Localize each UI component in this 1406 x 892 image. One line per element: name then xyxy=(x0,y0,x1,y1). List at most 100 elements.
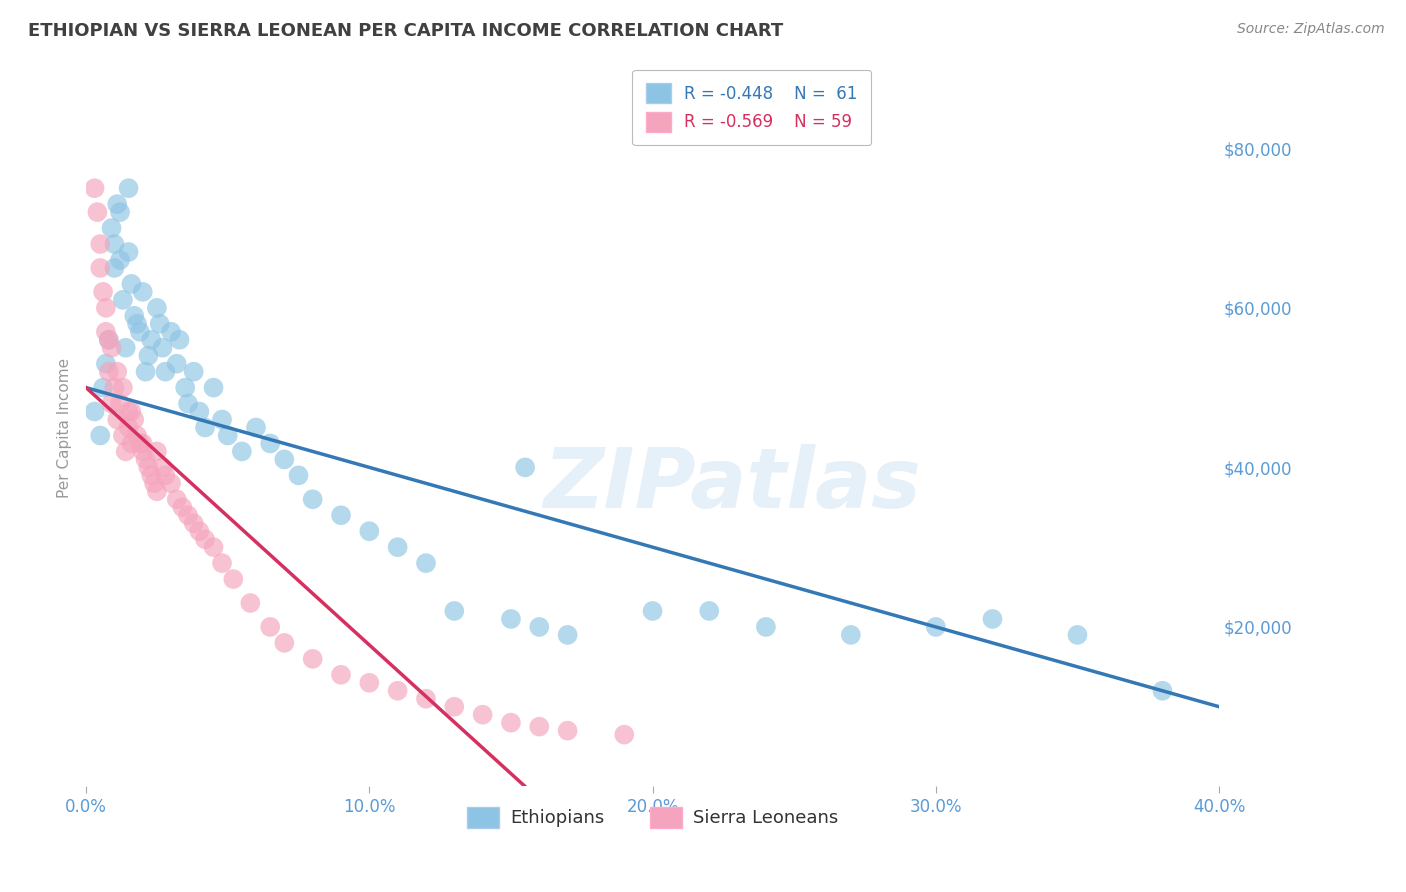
Point xyxy=(160,325,183,339)
Point xyxy=(443,699,465,714)
Point xyxy=(359,524,381,539)
Point xyxy=(111,381,134,395)
Point xyxy=(128,436,150,450)
Point xyxy=(387,683,409,698)
Point xyxy=(97,333,120,347)
Point xyxy=(128,325,150,339)
Point xyxy=(138,460,160,475)
Point xyxy=(217,428,239,442)
Point xyxy=(146,444,169,458)
Point xyxy=(108,396,131,410)
Point xyxy=(513,460,536,475)
Point xyxy=(211,556,233,570)
Point xyxy=(330,508,353,523)
Point xyxy=(174,381,197,395)
Point xyxy=(132,285,155,299)
Point xyxy=(91,381,114,395)
Point xyxy=(125,428,148,442)
Point xyxy=(94,325,117,339)
Point xyxy=(359,675,381,690)
Point xyxy=(1066,628,1088,642)
Point xyxy=(557,723,579,738)
Point xyxy=(94,301,117,315)
Point xyxy=(202,381,225,395)
Point xyxy=(273,452,295,467)
Point xyxy=(443,604,465,618)
Point xyxy=(273,636,295,650)
Point xyxy=(613,728,636,742)
Point xyxy=(125,317,148,331)
Point xyxy=(97,365,120,379)
Point xyxy=(120,404,142,418)
Point xyxy=(89,260,111,275)
Point xyxy=(231,444,253,458)
Point xyxy=(83,181,105,195)
Point xyxy=(103,260,125,275)
Point xyxy=(415,691,437,706)
Point xyxy=(529,620,551,634)
Point xyxy=(499,715,522,730)
Point xyxy=(105,197,128,211)
Point xyxy=(103,381,125,395)
Point xyxy=(188,404,211,418)
Point xyxy=(166,492,188,507)
Point xyxy=(122,309,145,323)
Point xyxy=(117,181,139,195)
Point xyxy=(697,604,720,618)
Point xyxy=(100,341,122,355)
Point xyxy=(330,667,353,681)
Point xyxy=(132,436,155,450)
Point xyxy=(94,357,117,371)
Point xyxy=(103,237,125,252)
Point xyxy=(415,556,437,570)
Point xyxy=(100,396,122,410)
Point xyxy=(117,404,139,418)
Point xyxy=(169,333,191,347)
Point xyxy=(143,476,166,491)
Point xyxy=(89,237,111,252)
Point xyxy=(557,628,579,642)
Point xyxy=(287,468,309,483)
Point xyxy=(194,420,217,434)
Text: ETHIOPIAN VS SIERRA LEONEAN PER CAPITA INCOME CORRELATION CHART: ETHIOPIAN VS SIERRA LEONEAN PER CAPITA I… xyxy=(28,22,783,40)
Point xyxy=(152,341,174,355)
Point xyxy=(111,428,134,442)
Point xyxy=(177,396,200,410)
Text: Source: ZipAtlas.com: Source: ZipAtlas.com xyxy=(1237,22,1385,37)
Point xyxy=(259,620,281,634)
Point xyxy=(108,205,131,219)
Point xyxy=(122,412,145,426)
Point xyxy=(117,420,139,434)
Point xyxy=(155,468,177,483)
Point xyxy=(120,277,142,291)
Point xyxy=(194,532,217,546)
Point xyxy=(172,500,194,515)
Point xyxy=(387,540,409,554)
Point xyxy=(641,604,664,618)
Point xyxy=(160,476,183,491)
Point xyxy=(755,620,778,634)
Point xyxy=(222,572,245,586)
Point xyxy=(89,428,111,442)
Point xyxy=(925,620,948,634)
Point xyxy=(146,301,169,315)
Point xyxy=(499,612,522,626)
Point xyxy=(155,365,177,379)
Point xyxy=(114,444,136,458)
Point xyxy=(245,420,267,434)
Point xyxy=(471,707,494,722)
Point xyxy=(105,365,128,379)
Point xyxy=(105,412,128,426)
Legend: Ethiopians, Sierra Leoneans: Ethiopians, Sierra Leoneans xyxy=(460,799,845,835)
Point xyxy=(141,468,163,483)
Point xyxy=(135,452,157,467)
Point xyxy=(211,412,233,426)
Point xyxy=(1152,683,1174,698)
Point xyxy=(111,293,134,307)
Y-axis label: Per Capita Income: Per Capita Income xyxy=(58,358,72,498)
Point xyxy=(120,436,142,450)
Point xyxy=(138,349,160,363)
Point xyxy=(83,404,105,418)
Point xyxy=(152,460,174,475)
Point xyxy=(301,652,323,666)
